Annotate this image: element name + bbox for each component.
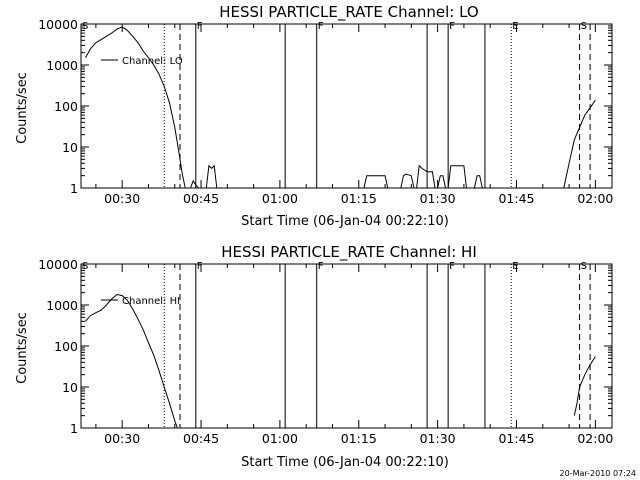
generation-timestamp: 20-Mar-2010 07:24 [560, 469, 637, 478]
legend-label: Channel: LO [122, 56, 183, 67]
event-marker-label: F [197, 21, 203, 32]
y-tick-label: 10 [62, 140, 78, 155]
x-axis-label-lo: Start Time (06-Jan-04 00:22:10) [241, 214, 449, 229]
x-tick-label: 01:00 [262, 191, 298, 206]
x-axis-label-hi: Start Time (06-Jan-04 00:22:10) [241, 455, 449, 470]
series-line-segment [190, 179, 199, 189]
series-line-segment [416, 164, 436, 189]
series-line-segment [447, 165, 467, 189]
hi-channel-panel: HESSI PARTICLE_RATE Channel: HI Counts/s… [15, 243, 613, 470]
x-tick-label: 00:30 [104, 191, 140, 206]
y-tick-label: 1 [70, 421, 78, 436]
event-marker-label: E [512, 21, 518, 32]
series-line-segment [363, 175, 389, 189]
y-tick-label: 1 [70, 181, 78, 196]
y-tick-label: 1000 [46, 298, 78, 313]
series-line-segment [400, 173, 415, 189]
y-tick-label: 100 [54, 339, 78, 354]
series-line-segment [563, 99, 596, 189]
x-tick-label: 01:15 [341, 431, 377, 446]
event-marker-label: F [197, 261, 203, 272]
y-axis-label-hi: Counts/sec [15, 312, 30, 384]
y-tick-label: 10000 [38, 17, 78, 32]
event-marker-label: S [82, 261, 88, 272]
y-tick-label: 10000 [38, 257, 78, 272]
plot-frame [80, 23, 613, 189]
chart-title-hi: HESSI PARTICLE_RATE Channel: HI [221, 243, 477, 262]
x-tick-label: 02:00 [577, 191, 613, 206]
series-line-segment [437, 175, 446, 189]
event-marker-label: S [581, 21, 587, 32]
chart-title-lo: HESSI PARTICLE_RATE Channel: LO [219, 3, 478, 22]
series-line-segment [84, 26, 186, 189]
series-line-segment [205, 164, 218, 189]
x-tick-label: 01:45 [498, 431, 534, 446]
y-tick-label: 10 [62, 380, 78, 395]
x-tick-label: 01:45 [498, 191, 534, 206]
event-marker-label: E [512, 261, 518, 272]
y-axis-label-lo: Counts/sec [15, 72, 30, 144]
legend-label: Channel: HI [122, 296, 180, 307]
event-marker-label: F [449, 261, 455, 272]
x-tick-label: 02:00 [577, 431, 613, 446]
y-tick-label: 100 [54, 99, 78, 114]
x-tick-label: 00:30 [104, 431, 140, 446]
event-marker-label: F [449, 21, 455, 32]
y-tick-label: 1000 [46, 58, 78, 73]
x-tick-label: 01:30 [420, 431, 456, 446]
plot-frame [80, 263, 613, 429]
x-tick-label: 01:15 [341, 191, 377, 206]
event-marker-label: S [581, 261, 587, 272]
x-tick-label: 01:30 [420, 191, 456, 206]
x-tick-label: 01:00 [262, 431, 298, 446]
lo-channel-panel: HESSI PARTICLE_RATE Channel: LO Counts/s… [15, 3, 613, 229]
event-marker-label: F [318, 21, 324, 32]
event-marker-label: S [82, 21, 88, 32]
event-marker-label: F [318, 261, 324, 272]
x-tick-label: 00:45 [183, 431, 219, 446]
series-line-segment [573, 356, 596, 416]
series-line-segment [85, 293, 178, 429]
series-line-segment [473, 175, 483, 189]
x-tick-label: 00:45 [183, 191, 219, 206]
